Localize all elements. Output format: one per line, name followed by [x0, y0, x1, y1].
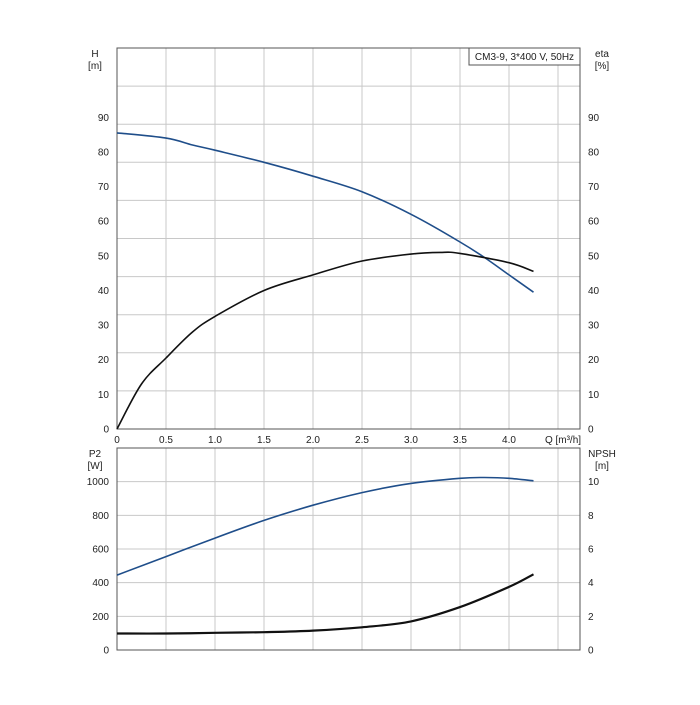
bottom-y-left-tick-label: 0 — [103, 646, 109, 657]
top-y-left-tick-label: 50 — [98, 251, 110, 262]
bottom-y-right-tick-label: 8 — [588, 511, 594, 522]
top-y-left-tick-label: 0 — [103, 425, 109, 436]
bottom-y-left-tick-label: 800 — [92, 511, 109, 522]
bottom-y-right-title: NPSH — [588, 449, 616, 460]
top-y-right-tick-label: 90 — [588, 113, 600, 124]
top-x-tick-label: 3.0 — [404, 435, 418, 446]
top-y-left-tick-label: 70 — [98, 182, 110, 193]
top-x-tick-label: 2.5 — [355, 435, 369, 446]
top-y-right-tick-label: 0 — [588, 425, 594, 436]
top-series-1-curve — [116, 251, 534, 430]
top-y-left-tick-label: 20 — [98, 355, 110, 366]
top-y-right-unit: [%] — [595, 61, 610, 72]
bottom-y-left-title: P2 — [89, 449, 102, 460]
bottom-y-right-tick-label: 0 — [588, 646, 594, 657]
top-x-tick-label: 0.5 — [159, 435, 173, 446]
top-y-right-tick-label: 30 — [588, 321, 600, 332]
top-y-right-tick-label: 80 — [588, 147, 600, 158]
bottom-y-right-tick-label: 6 — [588, 545, 594, 556]
top-legend-box — [468, 47, 581, 66]
top-y-left-tick-label: 90 — [98, 113, 110, 124]
top-x-tick-label: 4.0 — [502, 435, 516, 446]
top-series-0-curve — [116, 132, 534, 293]
top-y-right-tick-label: 10 — [588, 390, 600, 401]
bottom-y-left-tick-label: 200 — [92, 612, 109, 623]
top-x-tick-label: 1.0 — [208, 435, 222, 446]
bottom-plot-frame — [116, 447, 581, 651]
top-y-left-tick-label: 10 — [98, 390, 110, 401]
bottom-y-left-tick-label: 600 — [92, 545, 109, 556]
top-legend-label: CM3-9, 3*400 V, 50Hz — [475, 52, 574, 63]
top-x-tick-label: 1.5 — [257, 435, 271, 446]
top-plot-frame — [116, 47, 581, 430]
top-y-right-tick-label: 50 — [588, 251, 600, 262]
top-x-axis-label: Q [m³/h] — [545, 435, 581, 446]
top-x-tick-label: 2.0 — [306, 435, 320, 446]
bottom-y-right-unit: [m] — [595, 461, 609, 472]
top-y-left-tick-label: 30 — [98, 321, 110, 332]
top-y-left-title: H — [91, 49, 98, 60]
bottom-y-right-tick-label: 4 — [588, 578, 594, 589]
top-y-right-tick-label: 60 — [588, 217, 600, 228]
bottom-series-1-curve — [116, 573, 535, 635]
top-x-tick-label: 3.5 — [453, 435, 467, 446]
top-y-right-tick-label: 40 — [588, 286, 600, 297]
bottom-y-right-tick-label: 10 — [588, 477, 600, 488]
bottom-series-0-curve — [116, 476, 534, 576]
top-y-left-tick-label: 80 — [98, 147, 110, 158]
top-y-left-tick-label: 40 — [98, 286, 110, 297]
top-y-right-tick-label: 70 — [588, 182, 600, 193]
bottom-y-left-tick-label: 400 — [92, 578, 109, 589]
top-y-right-tick-label: 20 — [588, 355, 600, 366]
top-y-left-unit: [m] — [88, 61, 102, 72]
bottom-y-left-unit: [W] — [88, 461, 103, 472]
bottom-grid — [117, 447, 580, 650]
bottom-y-right-tick-label: 2 — [588, 612, 594, 623]
top-grid — [117, 47, 580, 429]
top-y-right-title: eta — [595, 49, 609, 60]
top-y-left-tick-label: 60 — [98, 217, 110, 228]
bottom-y-left-tick-label: 1000 — [87, 477, 110, 488]
top-x-tick-label: 0 — [114, 435, 120, 446]
